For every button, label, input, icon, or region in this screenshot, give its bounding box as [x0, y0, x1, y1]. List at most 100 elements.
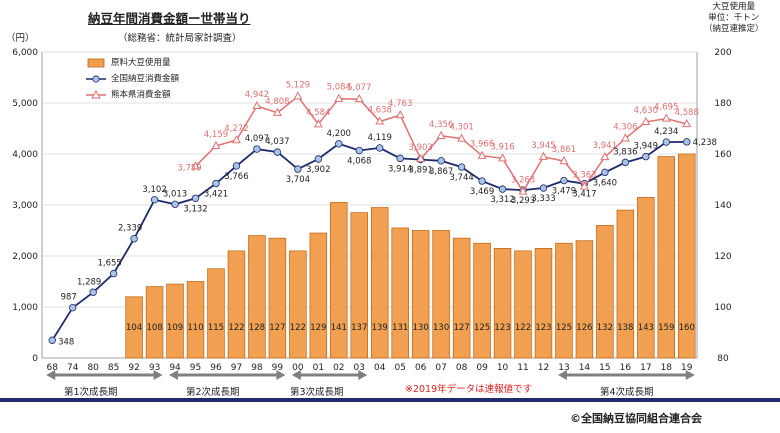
y-left-tick-label: 4,000: [12, 150, 38, 160]
national-point: [253, 145, 261, 153]
bar: [186, 281, 205, 359]
bar: [575, 240, 594, 359]
kumamoto-point: [641, 116, 651, 125]
legend-item-kumamoto: 熊本県消費金額: [85, 87, 179, 103]
y-left-tick-label: 5,000: [12, 99, 38, 109]
national-point: [642, 152, 650, 161]
bar-value-label: 122: [290, 323, 306, 333]
bar-value-label: 104: [126, 323, 142, 333]
y-right-tick-label: 160: [714, 150, 731, 160]
kumamoto-point: [559, 156, 569, 165]
copyright: ©全国納豆協同組合連合会: [570, 412, 702, 425]
phase-label-3: 第3次成長期: [290, 387, 344, 398]
phase-arrow-1-head: [46, 370, 56, 380]
bar: [268, 237, 287, 359]
x-tick-label: 00: [292, 363, 304, 373]
bar-value-label: 110: [187, 323, 203, 333]
national-point: [457, 163, 466, 171]
x-tick-label: 04: [374, 363, 386, 373]
national-point: [539, 184, 548, 192]
x-tick-label: 07: [435, 363, 446, 373]
phase-label-2: 第2次成長期: [186, 387, 240, 398]
national-value-label: 3,102: [142, 185, 166, 195]
bar: [227, 250, 246, 359]
phase-arrow-1-head: [153, 370, 163, 380]
y-right-tick-label: 120: [714, 252, 731, 262]
phase-label-4: 第4次成長期: [600, 387, 654, 398]
bar: [637, 197, 655, 359]
national-value-label: 4,119: [368, 133, 392, 143]
legend-item-national: 全国納豆消費金額: [85, 71, 179, 87]
national-value-label: 3,479: [552, 187, 576, 197]
national-point: [621, 158, 630, 167]
y-left-tick-label: 1,000: [12, 303, 38, 313]
y-left-tick-label: 2,000: [12, 252, 38, 262]
x-tick-label: 97: [231, 363, 242, 373]
national-value-label: 3,949: [634, 142, 658, 152]
x-tick-label: 80: [87, 363, 99, 373]
national-point: [601, 168, 609, 177]
x-tick-label: 94: [169, 363, 181, 373]
y-right-tick-label: 80: [717, 354, 729, 364]
national-point: [48, 336, 56, 344]
national-point: [355, 146, 363, 155]
x-tick-label: 06: [415, 363, 427, 373]
kumamoto-value-label: 4,356: [429, 120, 453, 130]
kumamoto-value-label: 4,695: [654, 103, 678, 113]
bar: [493, 248, 512, 359]
kumamoto-point: [600, 151, 610, 161]
bar-value-label: 131: [392, 323, 408, 333]
bar: [350, 212, 369, 359]
national-value-label: 4,068: [347, 157, 371, 167]
national-value-label: 1,655: [97, 259, 121, 269]
bar: [555, 242, 573, 359]
national-value-label: 1,289: [77, 277, 101, 287]
bar-value-label: 128: [249, 323, 265, 333]
kumamoto-value-label: 4,272: [224, 124, 248, 134]
kumamoto-value-label: 4,808: [265, 97, 289, 107]
national-point: [232, 162, 241, 170]
kumamoto-value-label: 4,588: [675, 108, 699, 118]
bar-value-label: 125: [474, 323, 490, 333]
national-value-label: 3,744: [449, 173, 473, 183]
kumamoto-point: [498, 153, 507, 162]
bar-value-label: 122: [515, 323, 531, 333]
national-point: [130, 235, 138, 243]
legend-swatch-national: [86, 75, 106, 83]
bar: [330, 202, 348, 359]
kumamoto-point: [272, 107, 282, 116]
y-left-tick-label: 3,000: [12, 201, 38, 211]
x-tick-label: 68: [47, 363, 59, 373]
legend-item-soy: 原料大豆使用量: [85, 55, 179, 71]
kumamoto-point: [395, 110, 405, 119]
kumamoto-value-label: 4,942: [245, 90, 269, 100]
x-tick-label: 17: [640, 363, 651, 373]
bar: [370, 207, 389, 359]
kumamoto-value-label: 4,630: [634, 106, 658, 116]
bar-value-label: 115: [208, 323, 224, 333]
kumamoto-value-label: 3,759: [177, 163, 201, 173]
kumamoto-point: [620, 133, 630, 142]
x-tick-label: 95: [190, 363, 201, 373]
legend-label: 原料大豆使用量: [111, 58, 171, 68]
national-value-label: 3,836: [613, 147, 637, 157]
bar-value-label: 139: [372, 323, 388, 333]
national-point: [478, 177, 486, 185]
national-value-label: 3,640: [593, 178, 617, 188]
kumamoto-value-label: 4,301: [449, 123, 473, 133]
bar: [166, 283, 184, 359]
bar-value-label: 137: [351, 323, 367, 333]
bar: [534, 248, 553, 359]
national-value-label: 4,097: [245, 134, 269, 144]
bar-value-label: 143: [638, 323, 654, 333]
kumamoto-point: [661, 113, 671, 122]
kumamoto-value-label: 4,638: [368, 105, 392, 115]
x-tick-label: 98: [251, 363, 263, 373]
chart-legend: 原料大豆使用量 全国納豆消費金額 熊本県消費金額: [85, 55, 179, 103]
y-right-tick-label: 200: [714, 48, 731, 58]
x-tick-label: 16: [620, 363, 632, 373]
y-left-tick-label: 6,000: [12, 48, 38, 58]
y-right-tick-label: 180: [714, 99, 731, 109]
kumamoto-point: [375, 116, 385, 125]
